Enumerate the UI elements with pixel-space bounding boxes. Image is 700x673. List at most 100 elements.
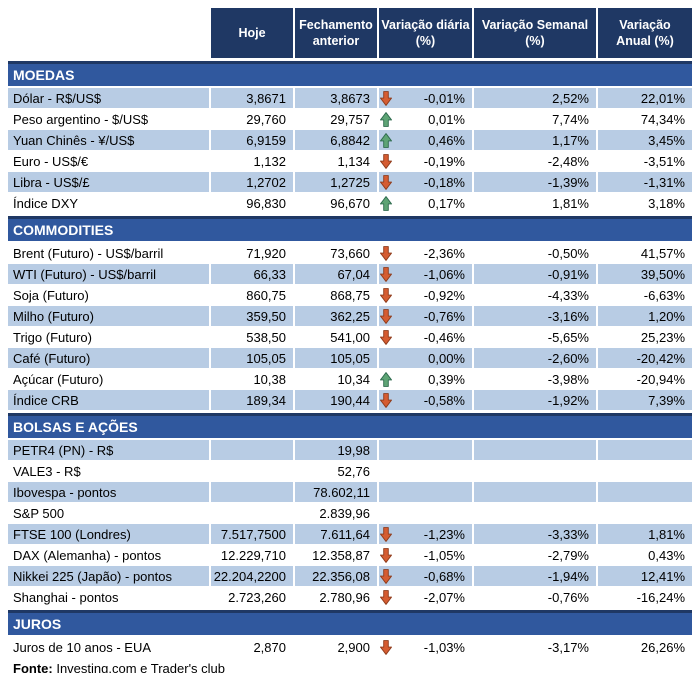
cell-variacao-semanal: 1,81% [472,193,596,213]
cell-fechamento-anterior: 2.839,96 [293,503,377,523]
row-label: VALE3 - R$ [13,463,81,479]
cell-variacao-diaria: -1,06% [423,266,465,282]
cell-hoje: 359,50 [209,306,293,326]
cell-variacao-anual [596,503,692,523]
cell-hoje: 105,05 [209,348,293,368]
table-row: Trigo (Futuro) 538,50 541,00 -0,46% -5,65% 25… [8,327,692,347]
cell-variacao-anual: 3,45% [596,130,692,150]
down-arrow-icon [380,329,393,345]
cell-variacao-anual [596,482,692,502]
down-arrow-icon [380,245,393,261]
cell-variacao-diaria: 0,01% [428,111,465,127]
row-label: Juros de 10 anos - EUA [13,639,152,655]
cell-hoje: 860,75 [209,285,293,305]
cell-variacao-diaria: -1,23% [423,526,465,542]
icon-spacer [380,442,393,458]
cell-hoje: 12.229,710 [209,545,293,565]
cell-hoje: 66,33 [209,264,293,284]
cell-fechamento-anterior: 541,00 [293,327,377,347]
cell-variacao-diaria: -0,19% [423,153,465,169]
cell-variacao-anual: 26,26% [596,637,692,657]
cell-variacao-diaria-wrap: -0,01% [377,88,472,108]
cell-variacao-diaria-wrap [377,461,472,481]
cell-variacao-diaria-wrap: -0,18% [377,172,472,192]
cell-variacao-diaria: -0,18% [423,174,465,190]
cell-variacao-semanal: -5,65% [472,327,596,347]
cell-hoje: 3,8671 [209,88,293,108]
row-label: Índice CRB [13,392,79,408]
icon-spacer [380,505,393,521]
cell-variacao-diaria-wrap: -1,06% [377,264,472,284]
column-header-variacao-semanal: Variação Semanal (%) [472,8,596,58]
table-row: FTSE 100 (Londres) 7.517,7500 7.611,64 -1,2… [8,524,692,544]
up-arrow-icon [380,195,393,211]
cell-hoje: 96,830 [209,193,293,213]
footer-source-text: Investing.com e Trader's club [56,661,226,673]
cell-hoje [209,503,293,523]
row-label: Yuan Chinês - ¥/US$ [13,132,135,148]
cell-variacao-diaria-wrap: -0,19% [377,151,472,171]
row-label: Café (Futuro) [13,350,91,366]
cell-hoje: 7.517,7500 [209,524,293,544]
table-row: Peso argentino - $/US$ 29,760 29,757 0,01% 7… [8,109,692,129]
table-row: Milho (Futuro) 359,50 362,25 -0,76% -3,16% 1,… [8,306,692,326]
cell-variacao-semanal: -3,98% [472,369,596,389]
icon-spacer [380,463,393,479]
table-row: Soja (Futuro) 860,75 868,75 -0,92% -4,33% -6,… [8,285,692,305]
cell-hoje: 1,2702 [209,172,293,192]
column-header-variacao-diaria: Variação diária (%) [377,8,472,58]
down-arrow-icon [380,174,393,190]
cell-variacao-anual: 12,41% [596,566,692,586]
cell-hoje: 22.204,2200 [209,566,293,586]
cell-variacao-semanal: -0,91% [472,264,596,284]
up-arrow-icon [380,111,393,127]
table-row: Açúcar (Futuro) 10,38 10,34 0,39% -3,98% -20,… [8,369,692,389]
cell-fechamento-anterior: 12.358,87 [293,545,377,565]
cell-hoje: 6,9159 [209,130,293,150]
row-label: Ibovespa - pontos [13,484,117,500]
cell-variacao-anual: 25,23% [596,327,692,347]
cell-variacao-diaria: -1,03% [423,639,465,655]
table-body: MOEDAS Dólar - R$/US$ 3,8671 3,8673 -0,01% 2,… [8,61,692,657]
section-header-bolsas-e-acoes: BOLSAS E AÇÕES [8,413,692,438]
cell-variacao-anual: -6,63% [596,285,692,305]
down-arrow-icon [380,153,393,169]
down-arrow-icon [380,639,393,655]
table-row: Shanghai - pontos 2.723,260 2.780,96 -2,07%… [8,587,692,607]
cell-variacao-diaria: -0,01% [423,90,465,106]
cell-variacao-diaria-wrap: -0,92% [377,285,472,305]
cell-variacao-anual: -20,42% [596,348,692,368]
cell-variacao-diaria: 0,17% [428,195,465,211]
cell-variacao-anual: 41,57% [596,243,692,263]
cell-fechamento-anterior: 96,670 [293,193,377,213]
cell-hoje: 1,132 [209,151,293,171]
cell-variacao-diaria-wrap: -2,07% [377,587,472,607]
cell-variacao-diaria-wrap: 0,46% [377,130,472,150]
cell-fechamento-anterior: 6,8842 [293,130,377,150]
table-row: Ibovespa - pontos 78.602,11 [8,482,692,502]
cell-fechamento-anterior: 29,757 [293,109,377,129]
cell-variacao-diaria-wrap: -0,76% [377,306,472,326]
cell-variacao-semanal [472,461,596,481]
row-label: Milho (Futuro) [13,308,94,324]
cell-fechamento-anterior: 2.780,96 [293,587,377,607]
cell-hoje: 29,760 [209,109,293,129]
cell-variacao-diaria: -2,36% [423,245,465,261]
cell-variacao-diaria: -0,58% [423,392,465,408]
cell-variacao-diaria: 0,39% [428,371,465,387]
down-arrow-icon [380,287,393,303]
cell-variacao-semanal: -2,48% [472,151,596,171]
table-row: Dólar - R$/US$ 3,8671 3,8673 -0,01% 2,52% 22,… [8,88,692,108]
up-arrow-icon [380,132,393,148]
cell-hoje: 2,870 [209,637,293,657]
table-row: Brent (Futuro) - US$/barril 71,920 73,660 -… [8,243,692,263]
cell-fechamento-anterior: 2,900 [293,637,377,657]
cell-variacao-anual: 1,20% [596,306,692,326]
section-header-commodities: COMMODITIES [8,216,692,241]
cell-variacao-diaria: -1,05% [423,547,465,563]
cell-variacao-semanal: -1,92% [472,390,596,410]
table-row: Yuan Chinês - ¥/US$ 6,9159 6,8842 0,46% 1,17… [8,130,692,150]
cell-variacao-diaria: -0,68% [423,568,465,584]
table-row: Nikkei 225 (Japão) - pontos 22.204,2200 22… [8,566,692,586]
row-label: Euro - US$/€ [13,153,89,169]
